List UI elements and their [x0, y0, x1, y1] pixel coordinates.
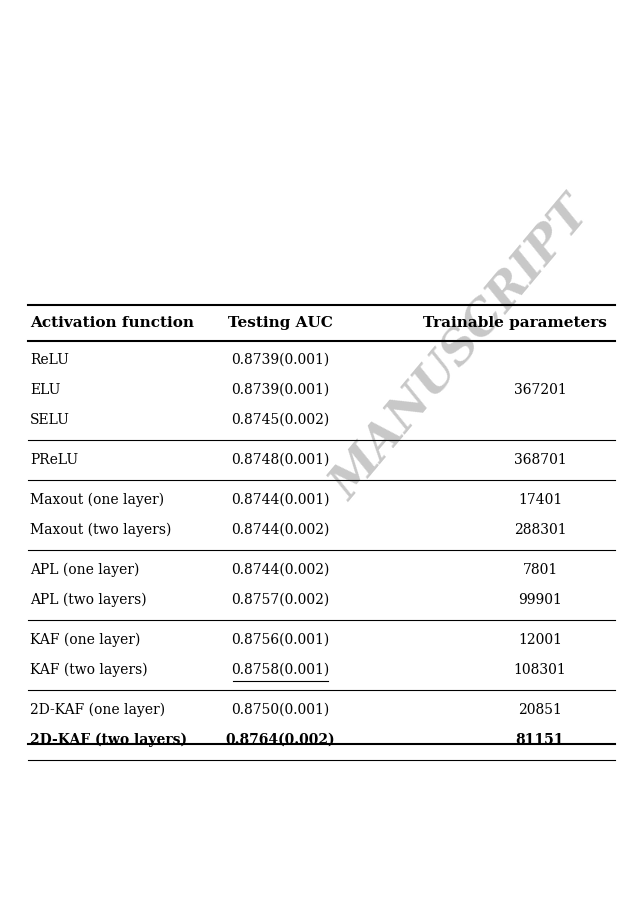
Text: APL (two layers): APL (two layers): [30, 593, 147, 608]
Text: 0.8744(0.001): 0.8744(0.001): [231, 493, 329, 507]
Text: PReLU: PReLU: [30, 453, 78, 467]
Text: 0.8757(0.002): 0.8757(0.002): [231, 593, 329, 607]
Text: Activation function: Activation function: [30, 316, 194, 330]
Text: ReLU: ReLU: [30, 353, 69, 367]
Text: Testing AUC: Testing AUC: [228, 316, 332, 330]
Text: 7801: 7801: [522, 563, 557, 577]
Text: 2D-KAF (two layers): 2D-KAF (two layers): [30, 733, 187, 747]
Text: 0.8758(0.001): 0.8758(0.001): [231, 663, 329, 677]
Text: 0.8756(0.001): 0.8756(0.001): [231, 633, 329, 647]
Text: 12001: 12001: [518, 633, 562, 647]
Text: 0.8750(0.001): 0.8750(0.001): [231, 703, 329, 717]
Text: 0.8748(0.001): 0.8748(0.001): [231, 453, 329, 467]
Text: 99901: 99901: [518, 593, 562, 607]
Text: 0.8745(0.002): 0.8745(0.002): [231, 413, 329, 427]
Text: 20851: 20851: [518, 703, 562, 717]
Text: 0.8739(0.001): 0.8739(0.001): [231, 383, 329, 397]
Text: SELU: SELU: [30, 413, 70, 427]
Text: Trainable parameters: Trainable parameters: [423, 316, 607, 330]
Text: 367201: 367201: [514, 383, 566, 397]
Text: 0.8744(0.002): 0.8744(0.002): [231, 563, 329, 577]
Text: MANUSCRIPT: MANUSCRIPT: [322, 191, 600, 510]
Text: APL (one layer): APL (one layer): [30, 562, 140, 577]
Text: 0.8764(0.002): 0.8764(0.002): [225, 733, 335, 747]
Text: Maxout (two layers): Maxout (two layers): [30, 523, 172, 538]
Text: KAF (two layers): KAF (two layers): [30, 663, 148, 677]
Text: 81151: 81151: [516, 733, 564, 747]
Text: ELU: ELU: [30, 383, 60, 397]
Text: 288301: 288301: [514, 523, 566, 537]
Text: KAF (one layer): KAF (one layer): [30, 632, 140, 647]
Text: 0.8739(0.001): 0.8739(0.001): [231, 353, 329, 367]
Text: 0.8744(0.002): 0.8744(0.002): [231, 523, 329, 537]
Text: 108301: 108301: [514, 663, 566, 677]
Text: 368701: 368701: [514, 453, 566, 467]
Text: 17401: 17401: [518, 493, 562, 507]
Text: 2D-KAF (one layer): 2D-KAF (one layer): [30, 703, 165, 717]
Text: Maxout (one layer): Maxout (one layer): [30, 492, 164, 507]
